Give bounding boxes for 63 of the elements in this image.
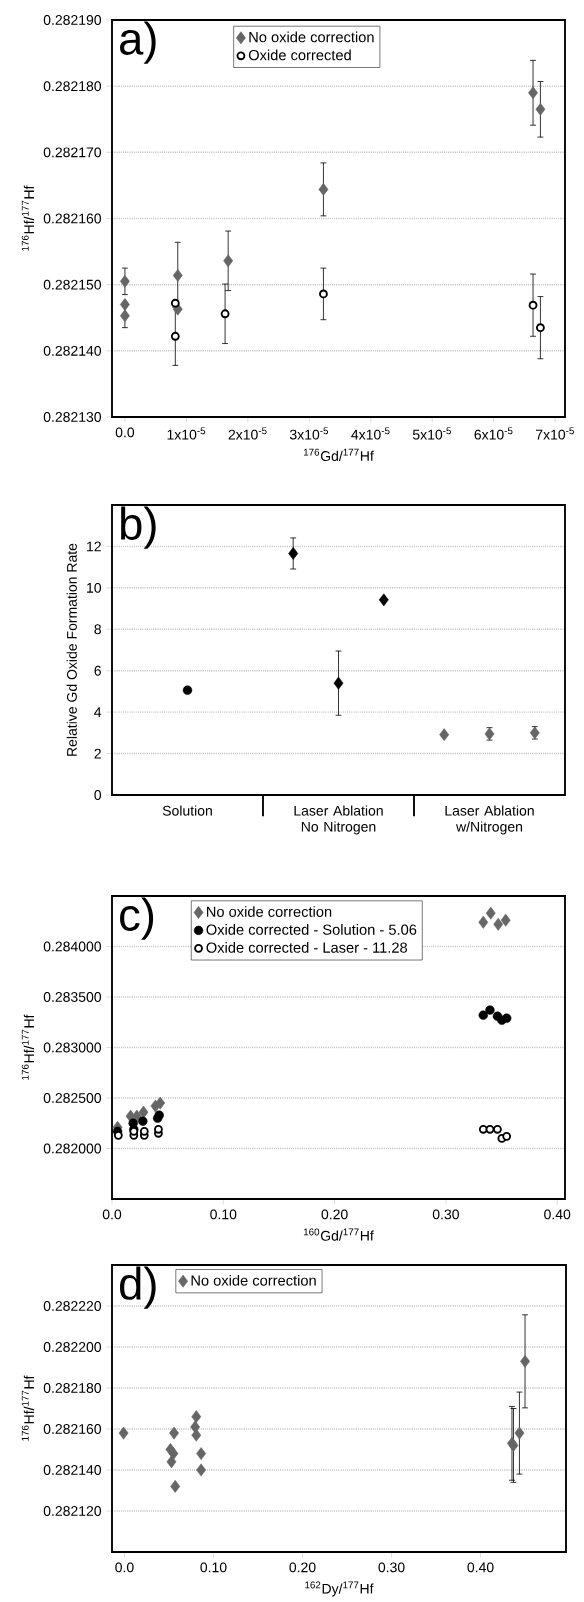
y-tick-label: 0.282180 [43,1383,102,1393]
y-axis-title: $^{176}$Hf/$^{177}$Hf [21,1014,35,1080]
x-tick-label: Laser Ablation w/Nitrogen [445,805,534,835]
annotation: c) [120,897,154,940]
y-tick-label: 8 [94,624,101,635]
annotation: d) [120,1266,156,1309]
x-tick-label: 0.0 [115,427,135,438]
x-axis-title: $^{162}$Dy/$^{177}$Hf [305,1581,374,1597]
y-tick-label: 0.282150 [43,279,102,290]
x-tick-label: 7x10$^{-5}$ [536,427,574,440]
y-axis-title: Relative Gd Oxide Formation Rate [66,543,77,756]
y-tick-label: 0.282160 [43,213,102,224]
y-tick-label: 10 [87,582,102,593]
x-tick-label: 0.30 [378,1562,405,1573]
x-axis-title: $^{176}$Gd/$^{177}$Hf [303,448,374,462]
x-tick-label: 0.10 [200,1562,227,1573]
legend-label: No oxide correction [191,1274,316,1286]
y-axis-title: $^{176}$Hf/$^{177}$Hf [21,185,35,251]
y-tick-label: 4 [94,707,102,717]
x-tick-label: 2x10$^{-5}$ [228,427,267,440]
legend-label: Oxide corrected [248,49,351,61]
y-tick-label: 0.282180 [43,81,102,92]
y-tick-label: 0 [94,790,102,800]
x-tick-label: Laser Ablation No Nitrogen [294,805,383,835]
x-tick-label: 0.0 [102,1209,122,1220]
y-tick-label: 0.282140 [43,1465,102,1475]
y-tick-label: 0.282200 [43,1342,102,1352]
legend-label: No oxide correction [249,31,374,43]
y-tick-label: 0.284000 [43,941,102,952]
y-tick-label: 2 [94,748,101,759]
x-tick-label: 0.30 [432,1209,459,1220]
y-tick-label: 12 [87,541,101,552]
annotation: b) [121,506,156,549]
x-tick-label: 4x10$^{-5}$ [351,427,390,440]
y-tick-label: 0.282190 [43,15,102,25]
legend-label: Oxide corrected - Solution - 5.06 [206,924,417,935]
x-tick-label: 0.40 [544,1209,571,1220]
annotation: a) [120,21,156,64]
y-tick-label: 0.282220 [43,1301,102,1311]
y-tick-label: 0.283000 [43,1042,102,1053]
x-tick-label: Solution [162,805,212,816]
y-tick-label: 0.283500 [43,992,102,1002]
y-tick-label: 0.282130 [43,412,102,422]
x-tick-label: 0.0 [115,1562,134,1573]
x-tick-label: 0.10 [210,1209,237,1220]
y-tick-label: 0.282140 [43,345,102,356]
y-tick-label: 0.282170 [43,147,102,158]
x-tick-label: 5x10$^{-5}$ [412,427,452,440]
x-tick-label: 1x10$^{-5}$ [167,427,206,440]
y-tick-label: 6 [94,665,101,676]
y-tick-label: 0.282500 [43,1093,102,1103]
x-tick-label: 0.40 [467,1562,494,1573]
x-tick-label: 3x10$^{-5}$ [289,427,329,440]
legend-label: Oxide corrected - Laser - 11.28 [206,942,408,953]
x-tick-label: 6x10$^{-5}$ [474,427,513,440]
legend-label: No oxide correction [207,906,332,917]
y-tick-label: 0.282120 [43,1506,102,1516]
x-tick-label: 0.20 [289,1562,316,1573]
y-axis-title: $^{176}$Hf/$^{177}$Hf [21,1375,35,1441]
x-tick-label: 0.20 [321,1209,348,1220]
y-tick-label: 0.282000 [43,1143,102,1154]
y-tick-label: 0.282160 [43,1424,102,1434]
x-axis-title: $^{160}$Gd/$^{177}$Hf [303,1228,374,1241]
